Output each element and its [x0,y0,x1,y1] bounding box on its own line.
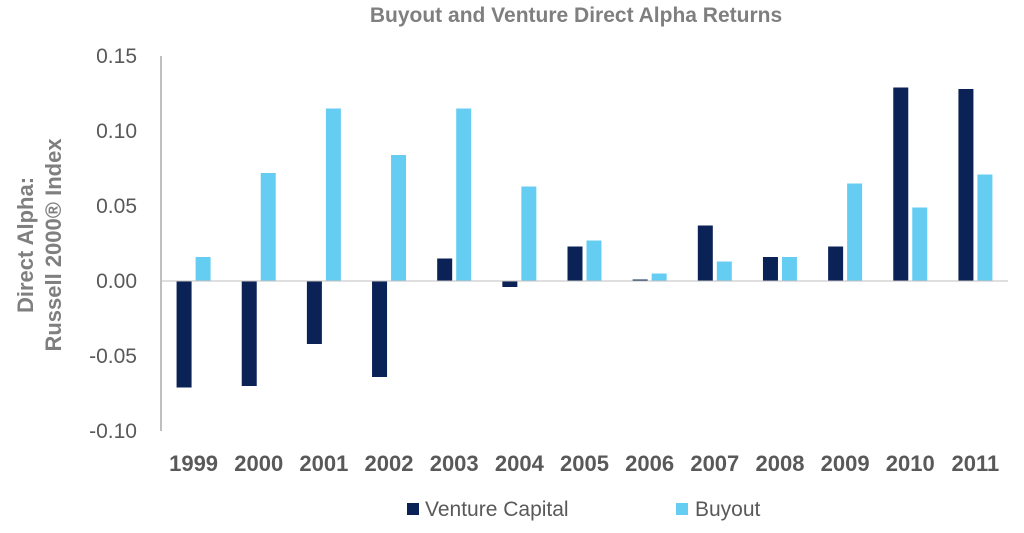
bar-buyout-2009 [847,183,863,281]
bar-venture-capital-2010 [893,87,909,281]
bar-buyout-2005 [586,240,602,281]
bar-buyout-2003 [456,108,472,281]
x-tick-label-2000: 2000 [234,451,283,476]
x-tick-label-2004: 2004 [495,451,545,476]
y-tick-label: 0.05 [96,195,137,218]
bar-venture-capital-2004 [502,281,518,287]
legend-label-buyout: Buyout [695,498,761,521]
x-tick-label-2010: 2010 [886,451,935,476]
bar-venture-capital-2008 [762,257,778,281]
chart-title: Buyout and Venture Direct Alpha Returns [370,4,782,27]
y-tick-label: -0.10 [89,420,137,443]
y-axis-label-line-1: Direct Alpha: [13,177,38,313]
x-tick-label-2001: 2001 [299,451,348,476]
x-tick-label-2011: 2011 [952,451,1000,476]
bar-buyout-2002 [391,155,407,281]
bar-buyout-2000 [260,173,276,281]
x-tick-label-2005: 2005 [560,451,609,476]
x-tick-label-2009: 2009 [821,451,870,476]
x-tick-label-2006: 2006 [625,451,674,476]
bar-buyout-2010 [912,207,928,281]
x-tick-label-2002: 2002 [365,451,414,476]
x-tick-label-2008: 2008 [755,451,804,476]
bar-venture-capital-2011 [958,89,974,281]
x-tick-label-1999: 1999 [169,451,218,476]
bar-buyout-1999 [195,257,211,281]
bar-buyout-2001 [325,108,341,281]
y-axis-label-line-2: Russell 2000® Index [41,138,66,352]
y-tick-label: 0.00 [96,270,137,293]
legend-swatch-buyout [676,503,688,515]
bar-buyout-2011 [977,174,993,281]
bar-venture-capital-1999 [176,281,192,388]
legend-label-venture-capital: Venture Capital [425,498,569,521]
bar-venture-capital-2005 [567,246,583,281]
bar-buyout-2004 [521,186,537,281]
y-axis-ticks: 0.15 0.10 0.05 0.00 -0.05 -0.10 [89,45,137,443]
y-tick-label: 0.15 [96,45,137,68]
legend: Venture Capital Buyout [407,498,761,521]
bar-venture-capital-2002 [372,281,388,377]
bar-venture-capital-2001 [306,281,322,344]
bar-venture-capital-2000 [241,281,257,386]
bars [176,87,993,388]
y-tick-label: 0.10 [96,120,137,143]
bar-buyout-2007 [716,261,732,281]
x-tick-label-2003: 2003 [430,451,479,476]
x-tick-label-2007: 2007 [690,451,739,476]
bar-venture-capital-2009 [828,246,844,281]
x-axis-ticks: 1999 2000 2001 2002 2003 2004 2005 2006 2007 2008… [169,451,999,476]
bar-venture-capital-2006 [632,279,648,281]
bar-buyout-2008 [781,257,797,281]
bar-venture-capital-2007 [697,225,713,281]
legend-swatch-venture-capital [407,503,419,515]
bar-venture-capital-2003 [437,258,453,281]
bar-buyout-2006 [651,273,667,281]
y-tick-label: -0.05 [89,345,137,368]
